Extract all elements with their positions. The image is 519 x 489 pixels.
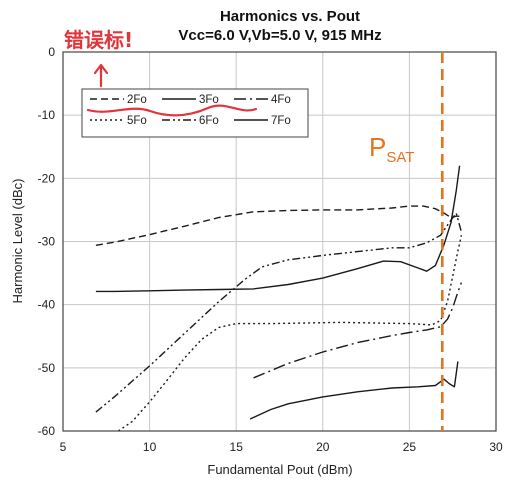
- series-line-2fo: [95, 205, 462, 246]
- legend-label-2fo: 2Fo: [127, 94, 147, 106]
- x-tick-label: 5: [60, 440, 67, 454]
- y-tick-label: -40: [38, 298, 56, 312]
- x-tick-label: 20: [316, 440, 330, 454]
- psat-label-sub: SAT: [386, 149, 414, 166]
- series-line-4fo: [253, 282, 463, 379]
- legend-label-7fo: 7Fo: [271, 115, 291, 127]
- x-tick-labels: 5 10 15 20 25 30: [60, 440, 503, 454]
- series-group: [95, 165, 463, 432]
- legend-label-4fo: 4Fo: [271, 94, 291, 106]
- x-tick-label: 15: [230, 440, 244, 454]
- plot-frame: [62, 51, 497, 432]
- handwritten-overlay: 错误标!: [64, 28, 258, 117]
- series-line-5fo: [118, 235, 463, 432]
- legend-label-3fo: 3Fo: [199, 94, 219, 106]
- x-tick-label: 30: [489, 440, 503, 454]
- handwritten-note: 错误标!: [64, 28, 133, 52]
- psat-annotation: PSAT: [369, 52, 444, 431]
- legend-label-6fo: 6Fo: [199, 115, 219, 127]
- series-line-7fo: [249, 361, 459, 420]
- x-tick-label: 25: [403, 440, 417, 454]
- y-tick-label: -10: [38, 108, 56, 122]
- y-tick-label: -30: [38, 235, 56, 249]
- y-tick-label: 0: [48, 45, 55, 59]
- y-axis-label: Harmonic Level (dBc): [10, 179, 25, 304]
- y-tick-label: -20: [38, 171, 56, 185]
- y-tick-labels: 0 -10 -20 -30 -40 -50 -60: [38, 45, 56, 438]
- x-axis-label: Fundamental Pout (dBm): [207, 462, 352, 477]
- y-tick-label: -50: [38, 361, 56, 375]
- series-line-3fo: [95, 165, 461, 293]
- chart-subtitle: Vcc=6.0 V,Vb=5.0 V, 915 MHz: [178, 27, 381, 44]
- chart-title: Harmonics vs. Pout: [220, 8, 360, 25]
- legend-label-5fo: 5Fo: [127, 115, 147, 127]
- psat-label-main: P: [369, 132, 386, 162]
- psat-label: PSAT: [369, 132, 414, 166]
- y-tick-label: -60: [38, 424, 56, 438]
- handwritten-underline: [86, 104, 258, 117]
- handwritten-arrow: [93, 63, 109, 88]
- x-tick-label: 10: [143, 440, 157, 454]
